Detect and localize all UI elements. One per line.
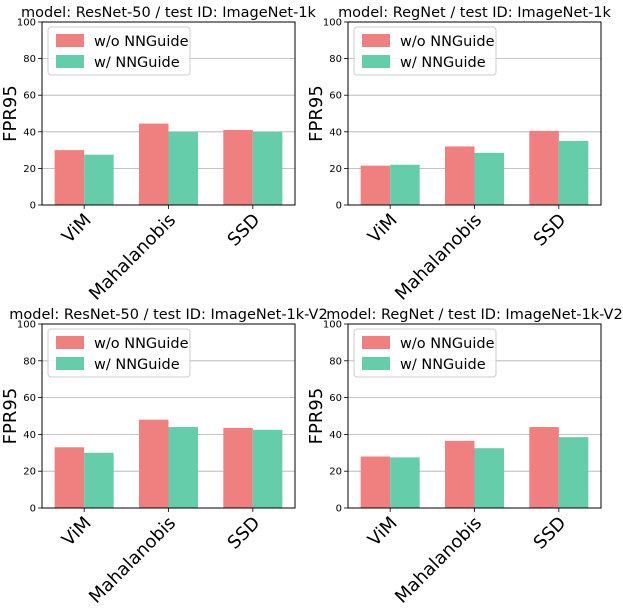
y-tick-label: 60 xyxy=(23,91,36,102)
bar-with-nnguide-vim xyxy=(390,164,420,205)
legend-swatch xyxy=(56,357,84,370)
bar-without-nnguide-vim xyxy=(360,456,391,508)
x-tick-label: ViM xyxy=(58,210,96,248)
chart-title: model: RegNet / test ID: ImageNet-1k xyxy=(338,5,611,21)
legend-swatch xyxy=(56,34,84,47)
chart-title: model: ResNet-50 / test ID: ImageNet-1k xyxy=(21,5,316,21)
legend-label: w/ NNGuide xyxy=(94,55,180,71)
y-tick-label: 0 xyxy=(30,504,36,515)
chart-title: model: ResNet-50 / test ID: ImageNet-1k-… xyxy=(9,307,327,323)
x-tick-label: SSD xyxy=(530,513,571,554)
legend-swatch xyxy=(56,336,84,349)
bar-without-nnguide-mahalanobis xyxy=(138,123,169,205)
bar-with-nnguide-vim xyxy=(390,457,420,508)
y-axis-label: FPR95 xyxy=(306,85,327,142)
y-tick-label: 20 xyxy=(329,467,342,478)
y-tick-label: 20 xyxy=(329,164,342,175)
bar-without-nnguide-ssd xyxy=(223,427,253,508)
legend-swatch xyxy=(362,336,390,349)
bar-with-nnguide-vim xyxy=(84,452,114,508)
x-tick-label: ViM xyxy=(364,513,402,551)
legend-swatch xyxy=(362,55,390,68)
legend-label: w/ NNGuide xyxy=(400,357,486,373)
x-tick-label: SSD xyxy=(224,513,265,554)
bar-without-nnguide-vim xyxy=(360,165,391,205)
bar-without-nnguide-mahalanobis xyxy=(444,146,475,205)
bar-with-nnguide-mahalanobis xyxy=(474,448,505,508)
bar-with-nnguide-ssd xyxy=(558,140,589,205)
legend-label: w/o NNGuide xyxy=(94,336,189,352)
bar-with-nnguide-ssd xyxy=(252,429,283,508)
y-axis-label: FPR95 xyxy=(306,388,327,445)
bar-with-nnguide-ssd xyxy=(558,437,589,508)
chart-title: model: RegNet / test ID: ImageNet-1k-V2 xyxy=(326,307,622,323)
bar-with-nnguide-ssd xyxy=(252,131,283,205)
bar-with-nnguide-mahalanobis xyxy=(474,152,505,205)
axes-frame xyxy=(41,323,296,509)
axes-frame xyxy=(41,21,296,206)
x-tick-label: ViM xyxy=(364,210,402,248)
legend-swatch xyxy=(362,357,390,370)
y-tick-label: 20 xyxy=(23,467,36,478)
bar-without-nnguide-vim xyxy=(54,150,85,205)
x-tick-label: ViM xyxy=(58,513,96,551)
y-tick-label: 100 xyxy=(323,320,342,331)
y-tick-label: 0 xyxy=(336,504,342,515)
bar-without-nnguide-mahalanobis xyxy=(444,440,475,508)
x-tick-label: SSD xyxy=(530,210,571,251)
y-tick-label: 100 xyxy=(17,320,36,331)
bar-without-nnguide-vim xyxy=(54,447,85,508)
y-tick-label: 60 xyxy=(329,91,342,102)
y-tick-label: 80 xyxy=(23,54,36,65)
legend-label: w/o NNGuide xyxy=(400,34,495,50)
bar-without-nnguide-mahalanobis xyxy=(138,419,169,508)
bar-without-nnguide-ssd xyxy=(529,427,559,508)
y-axis-label: FPR95 xyxy=(0,85,21,142)
y-tick-label: 40 xyxy=(23,430,36,441)
x-tick-label: Mahalanobis xyxy=(391,513,486,608)
y-tick-label: 40 xyxy=(329,127,342,138)
legend-swatch xyxy=(56,55,84,68)
axes-frame xyxy=(347,21,602,206)
y-axis-label: FPR95 xyxy=(0,388,21,445)
x-tick-label: Mahalanobis xyxy=(85,210,180,305)
x-tick-label: SSD xyxy=(224,210,265,251)
x-tick-label: Mahalanobis xyxy=(85,513,180,608)
y-tick-label: 80 xyxy=(329,54,342,65)
y-tick-label: 100 xyxy=(323,18,342,29)
y-tick-label: 100 xyxy=(17,18,36,29)
x-tick-label: Mahalanobis xyxy=(391,210,486,305)
bar-without-nnguide-ssd xyxy=(529,130,559,205)
y-tick-label: 40 xyxy=(23,127,36,138)
legend-swatch xyxy=(362,34,390,47)
y-tick-label: 80 xyxy=(329,356,342,367)
y-tick-label: 20 xyxy=(23,164,36,175)
legend-label: w/ NNGuide xyxy=(400,55,486,71)
legend-label: w/o NNGuide xyxy=(400,336,495,352)
axes-frame xyxy=(347,323,602,509)
legend-label: w/o NNGuide xyxy=(94,34,189,50)
y-tick-label: 60 xyxy=(329,393,342,404)
bar-with-nnguide-vim xyxy=(84,154,114,205)
y-tick-label: 40 xyxy=(329,430,342,441)
bar-with-nnguide-mahalanobis xyxy=(168,131,199,205)
y-tick-label: 60 xyxy=(23,393,36,404)
y-tick-label: 80 xyxy=(23,356,36,367)
bar-without-nnguide-ssd xyxy=(223,129,253,205)
y-tick-label: 0 xyxy=(30,201,36,212)
legend-label: w/ NNGuide xyxy=(94,357,180,373)
y-tick-label: 0 xyxy=(336,201,342,212)
bar-with-nnguide-mahalanobis xyxy=(168,427,199,508)
